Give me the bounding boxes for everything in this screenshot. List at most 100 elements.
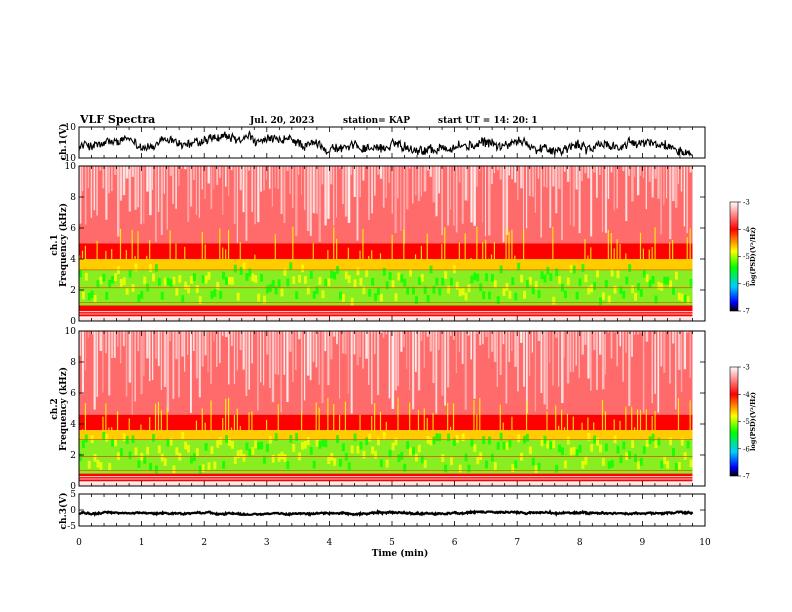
ch2-spec-streak (318, 331, 321, 385)
ch1-spec-band-texture (371, 277, 375, 286)
ch1-colorbar-tick-label: -4 (743, 226, 750, 234)
ch1-spec-streak (330, 166, 333, 185)
ch1-spec-streak (146, 166, 149, 192)
ch1-spec-band-texture (657, 281, 661, 290)
ch2-spec-streak (525, 331, 528, 414)
ch1-spec-streak (563, 166, 566, 172)
ch2-spec-spike (555, 405, 557, 431)
ch2-spec-spike (558, 425, 560, 431)
ch1-spec-band-texture (295, 291, 299, 300)
ch3-waveform-ylabel: ch.3(V) (58, 493, 69, 530)
ch2-spec-band-texture (122, 433, 126, 441)
ch2-spec-spike (236, 408, 238, 431)
ch2-spec-streak (581, 331, 584, 355)
x-tick-label: 9 (640, 538, 646, 548)
ch2-spec-band-texture (321, 438, 325, 447)
ch2-spec-streak (508, 331, 511, 363)
ch1-spec-band-texture (601, 292, 605, 301)
ch1-spec-band-texture (324, 278, 328, 287)
ch1-spec-spike (371, 250, 373, 259)
ch1-spec-band-texture (271, 280, 275, 288)
ch1-spec-band-texture (452, 265, 456, 274)
ch2-spec-spike (499, 404, 501, 431)
x-tick-label: 1 (139, 538, 145, 548)
ch2-spec-streak (593, 331, 596, 351)
ch1-spec-streak (575, 166, 578, 190)
ch2-spectrogram-panel: 0 2 4 6 8 10 (65, 327, 706, 492)
ch1-spec-streak (309, 166, 312, 236)
ch2-spec-streak (400, 331, 403, 352)
ch2-spec-spike (160, 410, 162, 431)
ch2-spec-band-texture (190, 455, 193, 464)
ch1-spec-streak (131, 166, 134, 177)
ch2-spec-band-texture (391, 442, 395, 451)
ch1-spec-streak (245, 166, 248, 241)
ch1-spec-streak (549, 166, 552, 228)
ch2-spec-streak (146, 331, 149, 359)
ch1-spec-streak (87, 166, 89, 189)
ch1-spec-streak (344, 166, 348, 217)
ch1-spec-streak (93, 166, 96, 211)
ch2-spec-band-texture (420, 455, 424, 464)
ch2-spec-streak (102, 331, 104, 393)
ch2-spec-band-texture (341, 443, 345, 452)
ch1-spec-streak (674, 166, 678, 208)
ch1-spec-band-texture (248, 268, 252, 277)
ch1-spec-streak (505, 166, 509, 235)
ch1-spec-spike (625, 253, 627, 259)
ch2-spec-streak (414, 331, 417, 372)
ch1-spec-streak (213, 166, 215, 190)
ch2-spec-streak (303, 331, 306, 401)
ch2-spec-band-texture (654, 440, 658, 449)
ch2-spec-streak (93, 331, 96, 410)
ch2-spec-streak (677, 331, 681, 370)
ch2-spec-band-texture (447, 433, 451, 442)
ch2-spec-spike (277, 403, 279, 431)
ch1-spec-streak (359, 166, 361, 197)
ch2-spec-band-texture (552, 440, 556, 449)
ch1-spec-band-texture (406, 286, 410, 295)
ch1-spec-streak (111, 166, 113, 192)
ch1-spec-spike (368, 255, 370, 259)
ch1-spec-streak (201, 166, 203, 190)
ch1-spec-band-texture (674, 271, 678, 280)
ch1-spec-band-texture (187, 285, 191, 294)
ch1-spec-spike (204, 244, 206, 259)
ch1-spec-streak (260, 166, 262, 192)
ch1-spec-band-texture (149, 264, 153, 272)
ch1-spec-band-texture (341, 294, 345, 302)
ch2-spec-band-texture (566, 436, 570, 445)
ch1-spec-streak (420, 166, 422, 197)
ch1-spec-band-texture (298, 274, 302, 283)
ch2-spec-spike (397, 397, 399, 431)
ch1-spec-streak (116, 166, 120, 237)
ch1-spec-streak (604, 166, 608, 233)
ch2-spec-streak (549, 331, 551, 363)
ch1-spec-streak (160, 166, 163, 235)
ch1-spec-streak (528, 166, 531, 197)
ch1-spec-streak (114, 166, 117, 175)
ch2-spec-spike (157, 402, 160, 431)
ch1-spec-band-texture (450, 277, 453, 286)
ch2-spec-band-texture (222, 460, 226, 469)
ch1-spec-streak (406, 166, 409, 210)
ch1-spec-band-texture (219, 291, 223, 299)
ch1-spec-band-texture (122, 277, 126, 286)
ch2-spec-spike (116, 411, 119, 431)
ch2-spec-band-texture (558, 444, 562, 453)
ch1-spec-streak (268, 166, 271, 189)
ch1-spec-streak (540, 166, 542, 238)
ch1-waveform-ytick-label: 10 (65, 123, 77, 133)
ch2-spec-band-texture (619, 455, 623, 464)
ch2-spec-spike (222, 417, 224, 431)
ch2-spec-streak (134, 331, 136, 402)
ch1-spec-ytick-label: 8 (70, 193, 76, 203)
ch2-spec-band-texture (330, 453, 334, 461)
ch2-spec-band-texture (187, 444, 191, 453)
ch2-spec-streak (254, 331, 256, 333)
ch1-spec-band-texture (525, 279, 529, 288)
ch1-spec-band-texture (137, 294, 141, 303)
ch1-spec-band-texture (344, 271, 348, 280)
ch2-spec-streak (610, 331, 613, 359)
ch1-spec-streak (271, 166, 273, 207)
